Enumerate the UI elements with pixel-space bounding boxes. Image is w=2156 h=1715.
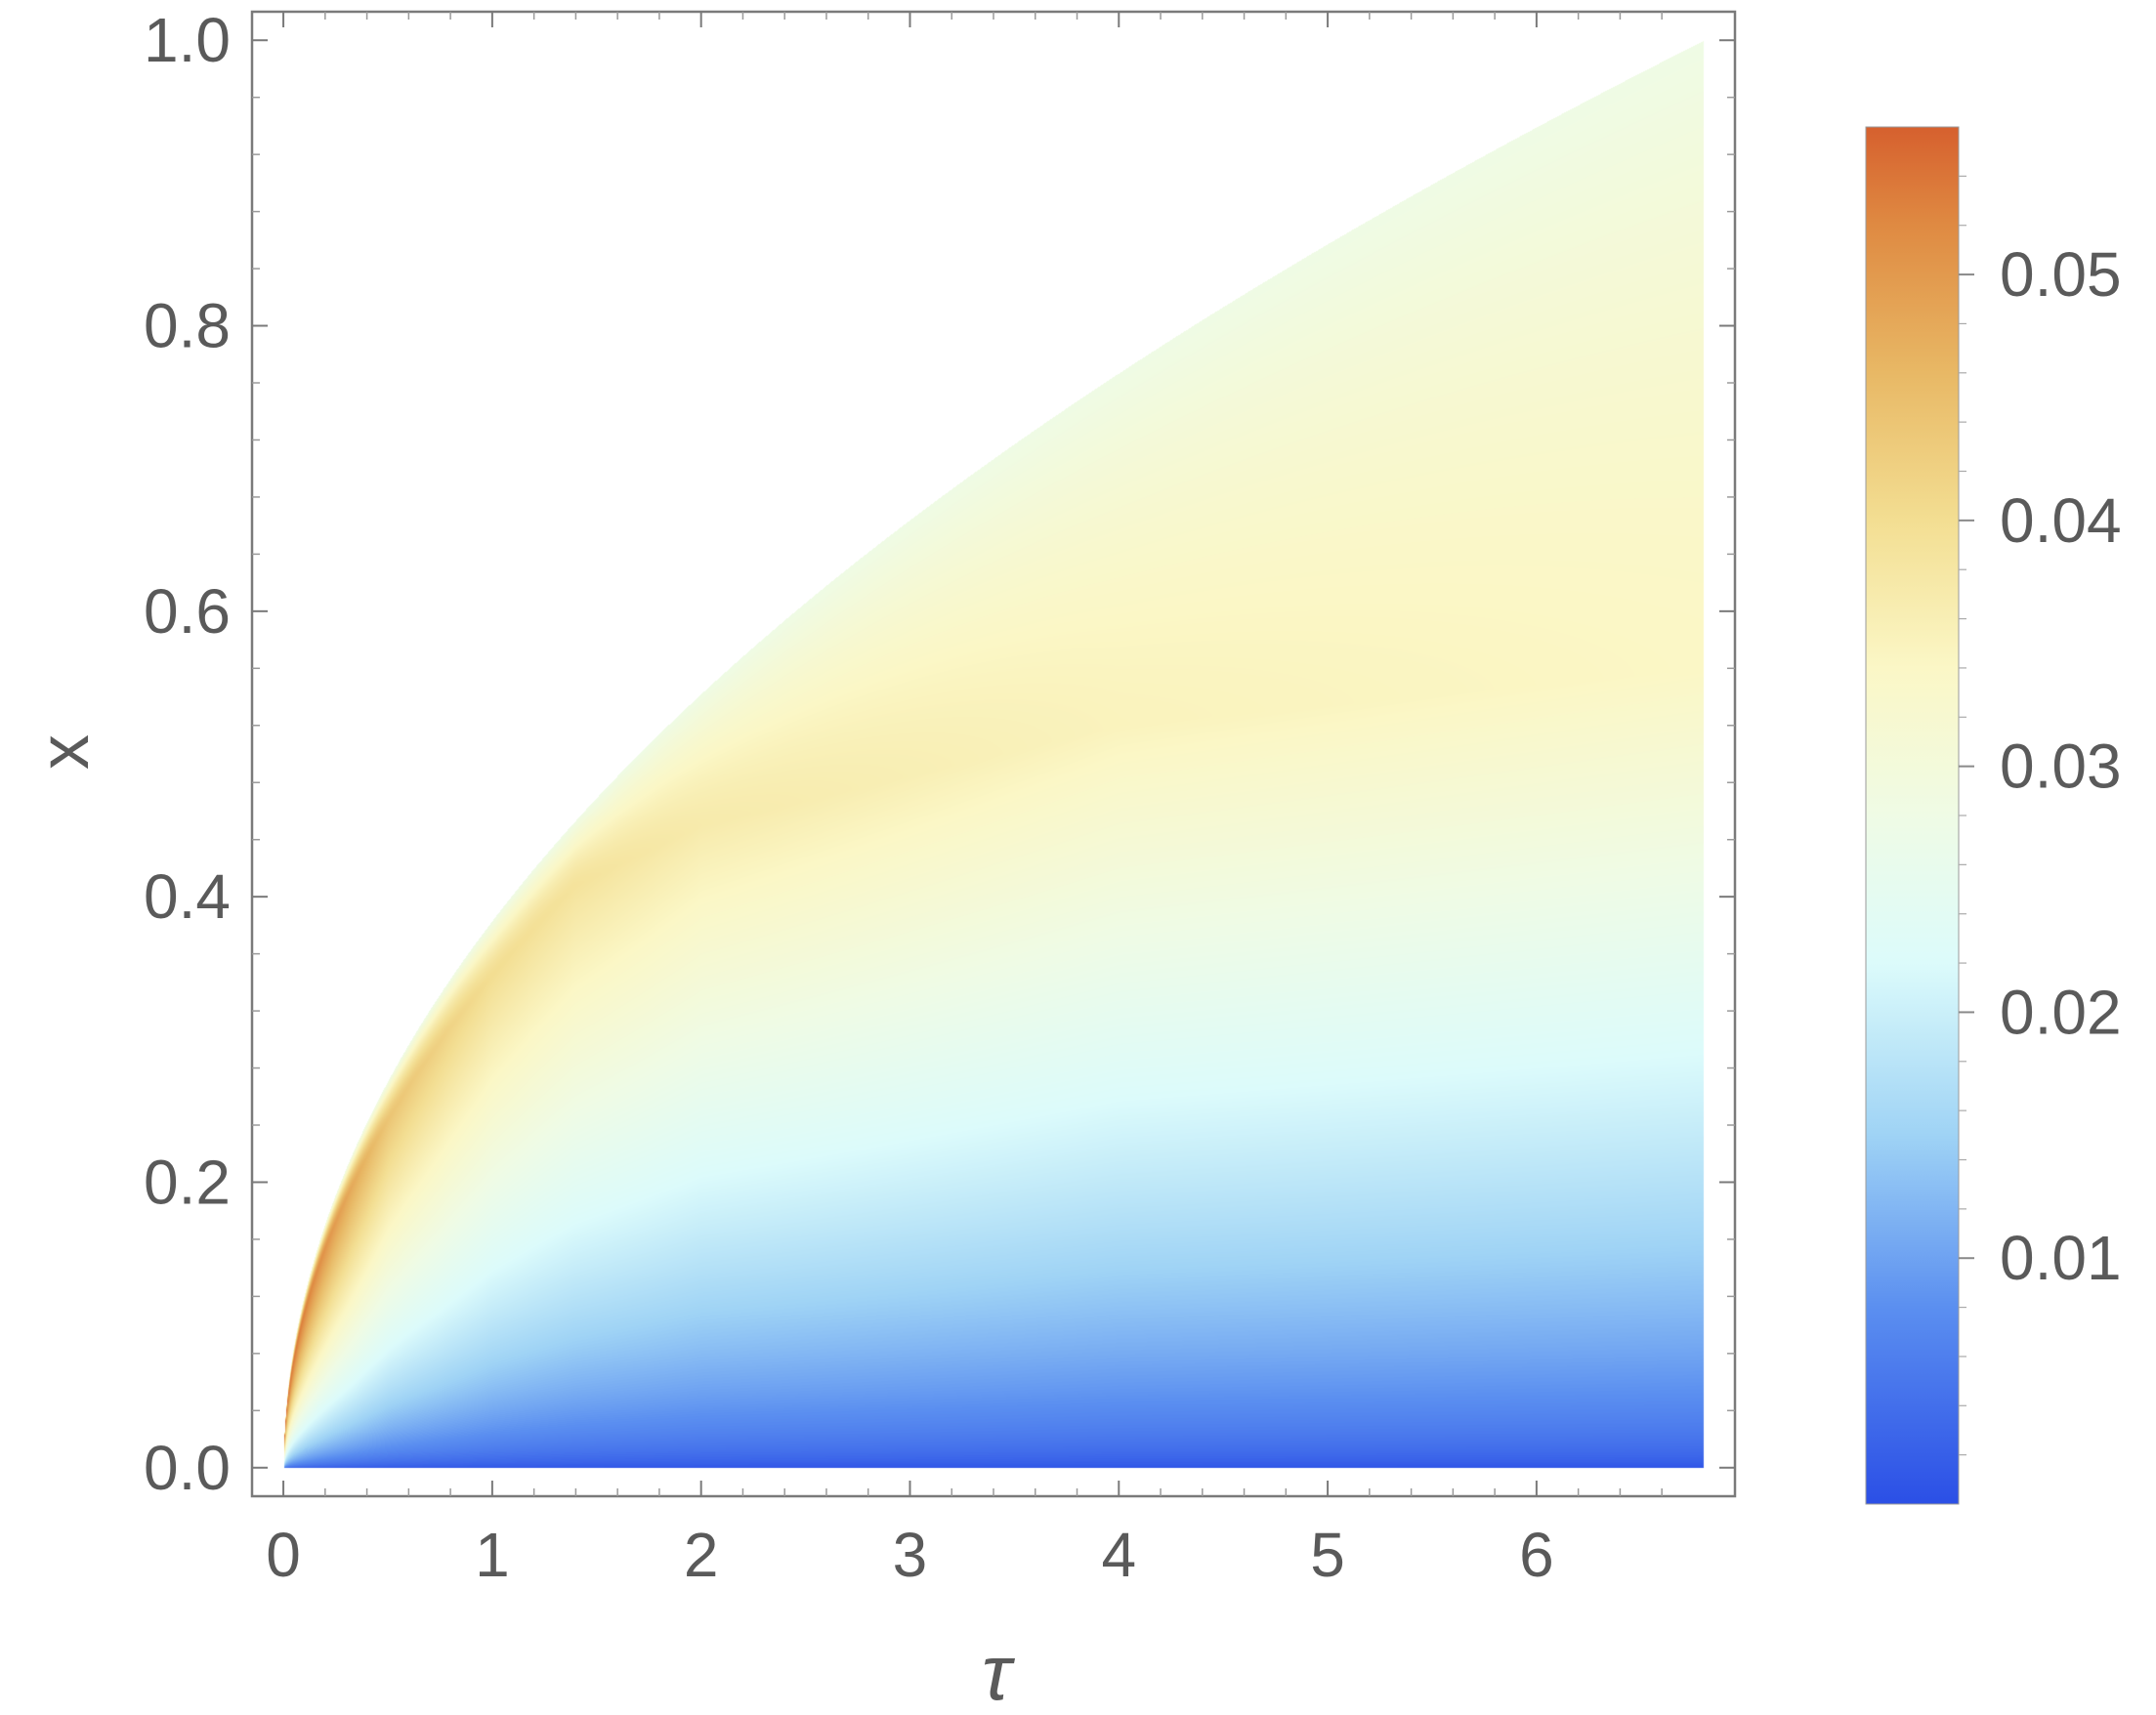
colorbar-ticks: 0.01 0.02 0.03 0.04 0.05: [1959, 175, 2122, 1456]
x-tick-label: 1: [475, 1520, 510, 1590]
y-tick-label: 0.8: [144, 291, 231, 361]
heatmap-field: [252, 12, 1735, 1496]
x-tick-label: 5: [1310, 1520, 1345, 1590]
colorbar: 0.01 0.02 0.03 0.04 0.05: [1865, 126, 2122, 1505]
colorbar-tick-label: 0.05: [2000, 239, 2122, 310]
colorbar-tick-label: 0.03: [2000, 732, 2122, 802]
x-tick-label: 2: [684, 1520, 719, 1590]
y-tick-label: 0.4: [144, 861, 231, 932]
x-tick-label: 4: [1101, 1520, 1136, 1590]
x-tick-label: 0: [266, 1520, 301, 1590]
colorbar-tick-label: 0.04: [2000, 485, 2122, 556]
y-tick-label: 0.6: [144, 576, 231, 647]
y-tick-label: 0.0: [144, 1433, 231, 1503]
x-tick-label: 6: [1519, 1520, 1554, 1590]
colorbar-bar: [1865, 126, 1960, 1505]
y-axis-title: x: [25, 734, 104, 770]
x-tick-label: 3: [893, 1520, 928, 1590]
colorbar-tick-label: 0.01: [2000, 1223, 2122, 1293]
y-tick-label: 1.0: [144, 5, 231, 75]
colorbar-tick-label: 0.02: [2000, 977, 2122, 1047]
x-axis-title: τ: [982, 1629, 1016, 1715]
y-tick-label: 0.2: [144, 1147, 231, 1217]
